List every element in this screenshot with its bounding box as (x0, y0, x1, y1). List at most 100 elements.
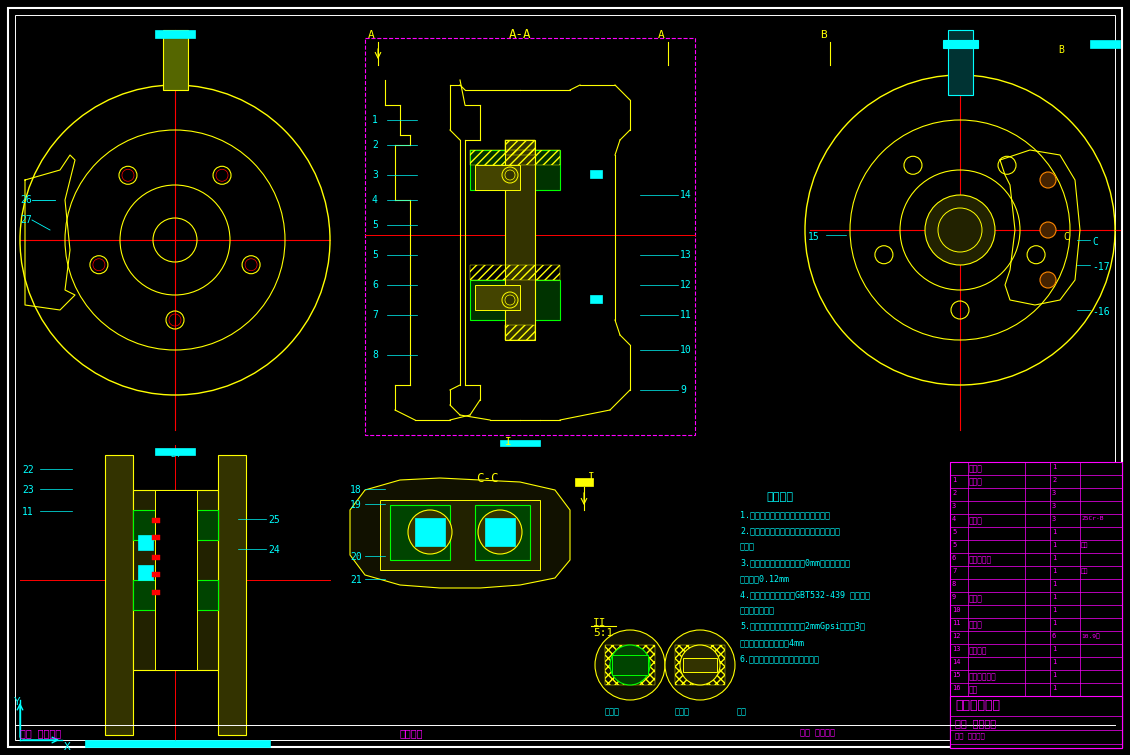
Text: 10: 10 (680, 345, 692, 355)
Text: 放油口: 放油口 (970, 594, 983, 603)
Text: A-A: A-A (508, 28, 531, 41)
Bar (505, 140, 534, 155)
Bar (675, 645, 725, 685)
Text: 12: 12 (680, 280, 692, 290)
Text: 1: 1 (1052, 685, 1057, 691)
Text: 1: 1 (1052, 568, 1057, 574)
Text: B4: B4 (170, 450, 180, 459)
Circle shape (478, 510, 522, 554)
Text: 25: 25 (268, 515, 280, 525)
Text: 3: 3 (951, 503, 956, 509)
Text: 3.左制动盘最大直径走向内0mm，装配页面跳: 3.左制动盘最大直径走向内0mm，装配页面跳 (740, 558, 850, 567)
Bar (950, 696, 1122, 748)
Text: 9: 9 (951, 594, 956, 600)
Text: 26: 26 (20, 195, 32, 205)
Bar (218, 455, 246, 735)
Text: I: I (505, 437, 512, 447)
Text: 1.装配过程中不制度合零件各工量表面: 1.装配过程中不制度合零件各工量表面 (740, 510, 831, 519)
Text: 5: 5 (951, 542, 956, 548)
Bar (1090, 40, 1120, 48)
Text: 12: 12 (951, 633, 960, 639)
Text: 技术要求: 技术要求 (766, 492, 793, 502)
Text: 24: 24 (268, 545, 280, 555)
Text: I: I (588, 472, 594, 482)
Polygon shape (350, 478, 570, 588)
Text: A: A (658, 30, 664, 40)
Text: 3: 3 (1052, 516, 1057, 522)
Circle shape (505, 170, 515, 180)
Text: 14: 14 (680, 190, 692, 200)
Bar (415, 518, 445, 546)
Text: 3: 3 (372, 170, 377, 180)
Text: 7: 7 (951, 568, 956, 574)
Text: 2.摩擦式制动盘上不允许有油迹；刃袋及某: 2.摩擦式制动盘上不允许有油迹；刃袋及某 (740, 526, 840, 535)
Bar (138, 535, 153, 550)
Text: 1: 1 (1052, 607, 1057, 613)
Bar (153, 518, 160, 523)
Bar (133, 580, 218, 610)
Text: 10.9级: 10.9级 (1081, 633, 1099, 639)
Text: C-C: C-C (476, 472, 498, 485)
Text: 20: 20 (350, 552, 362, 562)
Text: 6: 6 (372, 280, 377, 290)
Text: 4.其余技术条件应符合GBT532-439 《磁车制: 4.其余技术条件应符合GBT532-439 《磁车制 (740, 590, 870, 599)
Text: 1: 1 (1052, 659, 1057, 665)
Bar (590, 170, 602, 178)
Text: Y: Y (14, 697, 20, 707)
Text: 钟，磁内压力不能超过4mm: 钟，磁内压力不能超过4mm (740, 638, 805, 647)
Text: 导向销: 导向销 (970, 516, 983, 525)
Bar (153, 590, 160, 595)
Text: 19: 19 (350, 500, 362, 510)
Text: 6.工作介质：充填动力液压制动液: 6.工作介质：充填动力液压制动液 (740, 654, 820, 663)
Text: 2: 2 (951, 490, 956, 496)
Bar (485, 518, 515, 546)
Text: 液压管王轴承: 液压管王轴承 (970, 672, 997, 681)
Text: 3: 3 (1052, 503, 1057, 509)
Text: 3: 3 (1052, 490, 1057, 496)
Bar (683, 658, 718, 672)
Circle shape (925, 195, 996, 265)
Circle shape (680, 645, 720, 685)
Bar (153, 572, 160, 577)
Bar (470, 265, 560, 280)
Bar (505, 140, 534, 340)
Text: 1: 1 (1052, 542, 1057, 548)
Bar (475, 285, 520, 310)
Text: 制图 成制动器: 制图 成制动器 (800, 728, 835, 737)
Text: 1: 1 (1052, 581, 1057, 587)
Bar (85, 740, 270, 747)
Text: 制动盘: 制动盘 (970, 464, 983, 473)
Text: 8: 8 (372, 350, 377, 360)
Bar (475, 505, 530, 560)
Text: 剖面图: 剖面图 (605, 707, 620, 716)
Text: 4: 4 (372, 195, 377, 205)
Bar (575, 478, 593, 486)
Bar (365, 38, 695, 435)
Bar (612, 655, 647, 675)
Bar (944, 40, 977, 48)
Text: 16: 16 (951, 685, 960, 691)
Text: 7: 7 (372, 310, 377, 320)
Text: 11: 11 (951, 620, 960, 626)
Text: 钳盘 式制动器: 钳盘 式制动器 (20, 728, 61, 738)
Text: 制造 成制动器: 制造 成制动器 (955, 732, 984, 738)
Bar (138, 565, 153, 580)
Text: C: C (1092, 237, 1098, 247)
Text: 11: 11 (680, 310, 692, 320)
Circle shape (1040, 172, 1057, 188)
Text: 1: 1 (951, 477, 956, 483)
Text: 13: 13 (680, 250, 692, 260)
Text: 15: 15 (808, 232, 819, 242)
Bar (605, 645, 655, 685)
Bar (499, 440, 540, 446)
Text: 平销盖: 平销盖 (970, 620, 983, 629)
Bar (948, 30, 973, 95)
Text: 6: 6 (951, 555, 956, 561)
Text: 5:1: 5:1 (593, 628, 614, 638)
Text: 钢垫: 钢垫 (1081, 568, 1088, 574)
Text: X: X (64, 742, 71, 752)
Text: 9: 9 (680, 385, 686, 395)
Text: 1: 1 (372, 115, 377, 125)
Text: 5: 5 (372, 220, 377, 230)
Bar (950, 462, 1122, 748)
